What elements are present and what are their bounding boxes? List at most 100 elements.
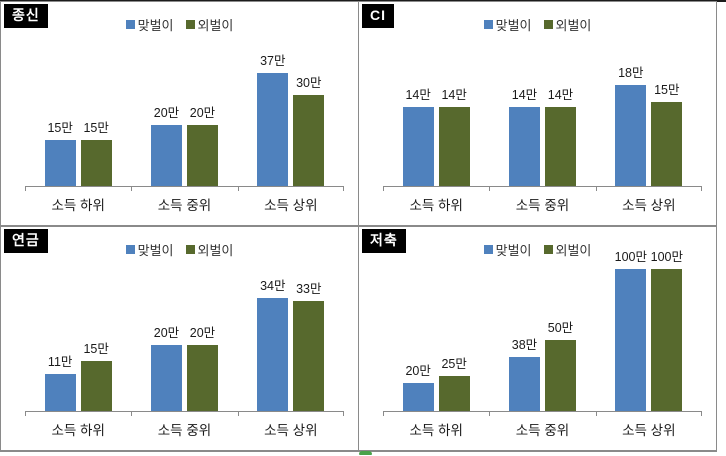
bar-group: 20만 20만 (131, 40, 237, 186)
bar-value-label: 100만 (650, 250, 683, 264)
axis-tick (383, 186, 384, 191)
chart-panel-CI: CI 맞벌이 외벌이 14만 14만 14만 14만 18만 15만 소득 하위 소득 중위 소득 상… (359, 2, 716, 227)
bar-맞벌이: 18만 (615, 66, 647, 186)
category-label: 소득 중위 (157, 423, 212, 438)
axis-tick (383, 411, 384, 416)
legend-item: 맞벌이 (483, 240, 532, 259)
bar-외벌이: 20만 (186, 326, 218, 411)
bar-외벌이: 20만 (186, 106, 218, 186)
plot-area: 15만 15만 20만 20만 37만 30만 (25, 40, 344, 191)
category-axis: 소득 하위 소득 중위 소득 상위 (383, 419, 702, 439)
bar-value-label: 11만 (47, 355, 73, 369)
bar-맞벌이: 14만 (508, 88, 540, 186)
bar-group: 11만 15만 (25, 265, 131, 411)
axis-tick (25, 411, 26, 416)
bar-group: 20만 20만 (131, 265, 237, 411)
bar-group: 14만 14만 (383, 40, 489, 186)
bar-value-label: 15만 (654, 83, 680, 97)
legend-color-swatch (543, 245, 553, 254)
bar-맞벌이: 20만 (402, 364, 434, 411)
bar-value-label: 18만 (618, 66, 644, 80)
legend: 맞벌이 외벌이 (359, 240, 716, 259)
bar-외벌이: 15만 (651, 83, 683, 186)
bar-value-label: 14만 (405, 88, 431, 102)
chart-title-badge: 연금 (4, 229, 48, 253)
category-axis: 소득 하위 소득 중위 소득 상위 (25, 419, 344, 439)
legend-item: 맞벌이 (125, 240, 174, 259)
axis-tick (343, 411, 344, 416)
axis-tick (595, 411, 597, 416)
legend-label: 맞벌이 (137, 18, 174, 33)
bar-맞벌이: 38만 (508, 338, 540, 411)
chart-title-badge: 저축 (362, 229, 406, 253)
legend-label: 맞벌이 (137, 243, 174, 258)
bar-외벌이: 25만 (438, 357, 470, 411)
legend-label: 외벌이 (197, 243, 234, 258)
bar-group: 20만 25만 (383, 265, 489, 411)
chart-title-badge: CI (362, 4, 394, 28)
axis-tick (701, 186, 702, 191)
bar-value-label: 38만 (511, 338, 538, 352)
legend: 맞벌이 외벌이 (359, 15, 716, 34)
category-label: 소득 상위 (622, 198, 676, 213)
green-artifact (359, 451, 372, 455)
axis-tick (489, 186, 491, 191)
category-label: 소득 중위 (515, 198, 570, 213)
legend-color-swatch (483, 20, 493, 29)
axis-tick (131, 411, 133, 416)
category-axis: 소득 하위 소득 중위 소득 상위 (25, 194, 344, 214)
bar-value-label: 30만 (296, 76, 322, 90)
legend-label: 맞벌이 (495, 18, 532, 33)
bar-외벌이: 100만 (651, 250, 683, 411)
bar-value-label: 33만 (296, 282, 322, 296)
axis-tick (343, 186, 344, 191)
plot-area: 14만 14만 14만 14만 18만 15만 (383, 40, 702, 191)
bar-group: 34만 33만 (238, 265, 344, 411)
legend-color-swatch (185, 20, 195, 29)
legend-label: 맞벌이 (495, 243, 532, 258)
axis-tick (489, 411, 491, 416)
bar-맞벌이: 14만 (402, 88, 434, 186)
bar-외벌이: 33만 (293, 282, 325, 411)
bar-group: 15만 15만 (25, 40, 131, 186)
legend-item: 맞벌이 (125, 15, 174, 34)
plot-area: 11만 15만 20만 20만 34만 33만 (25, 265, 344, 416)
bar-group: 18만 15만 (596, 40, 702, 186)
legend-item: 외벌이 (185, 240, 234, 259)
legend-color-swatch (543, 20, 553, 29)
bar-value-label: 14만 (547, 88, 574, 102)
axis-tick (131, 186, 133, 191)
legend-label: 외벌이 (555, 243, 592, 258)
category-label: 소득 하위 (409, 198, 463, 213)
bar-외벌이: 15만 (80, 342, 112, 411)
bar-group: 14만 14만 (489, 40, 595, 186)
axis-tick (25, 186, 26, 191)
axis-tick (237, 411, 239, 416)
legend-item: 외벌이 (185, 15, 234, 34)
bar-value-label: 20만 (153, 106, 180, 120)
category-label: 소득 중위 (157, 198, 212, 213)
legend-color-swatch (125, 20, 135, 29)
legend-label: 외벌이 (197, 18, 234, 33)
bar-value-label: 15만 (83, 121, 109, 135)
legend-color-swatch (483, 245, 493, 254)
bar-맞벌이: 20만 (150, 326, 182, 411)
bar-value-label: 50만 (547, 321, 574, 335)
bar-value-label: 14만 (511, 88, 538, 102)
bar-맞벌이: 15만 (44, 121, 76, 186)
bar-group: 100만 100만 (596, 250, 702, 411)
chart-title-badge: 종신 (4, 4, 48, 28)
legend-color-swatch (125, 245, 135, 254)
category-label: 소득 상위 (264, 423, 318, 438)
legend-label: 외벌이 (555, 18, 592, 33)
legend-item: 외벌이 (543, 15, 592, 34)
category-label: 소득 하위 (51, 423, 105, 438)
legend: 맞벌이 외벌이 (1, 240, 358, 259)
axis-tick (701, 411, 702, 416)
bar-맞벌이: 37만 (257, 54, 289, 186)
bar-외벌이: 14만 (544, 88, 576, 186)
bar-value-label: 15만 (47, 121, 73, 135)
bar-value-label: 20만 (153, 326, 180, 340)
